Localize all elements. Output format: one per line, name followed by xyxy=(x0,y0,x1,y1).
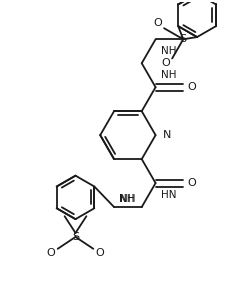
Text: O: O xyxy=(161,58,170,68)
Text: O: O xyxy=(188,178,197,188)
Text: O: O xyxy=(96,248,104,258)
Text: HN: HN xyxy=(162,190,177,200)
Text: S: S xyxy=(180,34,187,44)
Text: O: O xyxy=(154,18,163,28)
Text: NH: NH xyxy=(120,194,136,204)
Text: S: S xyxy=(72,232,79,242)
Text: O: O xyxy=(46,248,55,258)
Text: NH: NH xyxy=(160,70,176,80)
Text: O: O xyxy=(188,82,197,92)
Text: NH: NH xyxy=(119,194,134,204)
Text: NH: NH xyxy=(162,46,177,56)
Text: N: N xyxy=(163,130,171,140)
